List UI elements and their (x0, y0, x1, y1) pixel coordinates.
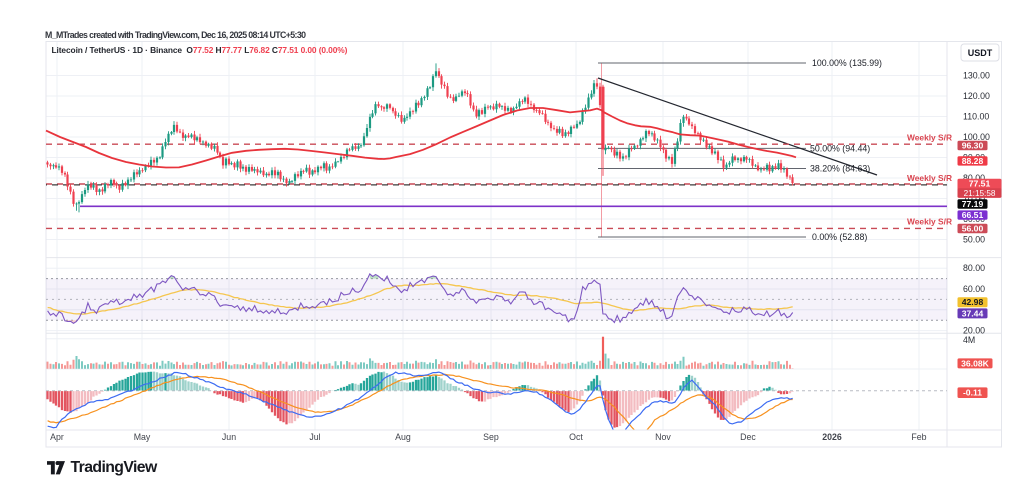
svg-text:Jun: Jun (222, 432, 236, 442)
svg-text:Weekly S/R: Weekly S/R (907, 133, 952, 143)
svg-text:Apr: Apr (50, 432, 64, 442)
svg-text:Weekly S/R: Weekly S/R (907, 217, 952, 227)
svg-text:77.51: 77.51 (969, 179, 991, 189)
svg-text:66.51: 66.51 (962, 210, 984, 220)
svg-text:100.00: 100.00 (963, 132, 990, 142)
svg-text:110.00: 110.00 (963, 112, 989, 122)
svg-text:42.98: 42.98 (962, 297, 984, 307)
svg-text:Weekly S/R: Weekly S/R (907, 173, 952, 183)
svg-text:Aug: Aug (395, 432, 411, 442)
svg-text:21:15:58: 21:15:58 (964, 189, 996, 198)
svg-text:Feb: Feb (911, 432, 926, 442)
svg-text:37.44: 37.44 (962, 308, 984, 318)
svg-text:0.00% (52.88): 0.00% (52.88) (812, 232, 867, 242)
svg-text:USDT: USDT (968, 48, 993, 58)
svg-text:120.00: 120.00 (963, 91, 990, 101)
svg-text:130.00: 130.00 (963, 71, 990, 81)
svg-text:50.00: 50.00 (963, 235, 985, 245)
svg-text:50.00% (94.44): 50.00% (94.44) (810, 143, 870, 153)
svg-text:36.08K: 36.08K (961, 358, 990, 368)
svg-text:56.00: 56.00 (962, 224, 984, 234)
svg-text:Oct: Oct (569, 432, 583, 442)
svg-text:20.00: 20.00 (963, 326, 985, 336)
svg-text:Nov: Nov (655, 432, 671, 442)
svg-text:-0.11: -0.11 (963, 388, 982, 398)
svg-text:Dec: Dec (740, 432, 756, 442)
svg-text:60.00: 60.00 (963, 284, 985, 294)
svg-text:Jul: Jul (309, 432, 320, 442)
svg-text:4M: 4M (963, 335, 975, 345)
svg-text:38.20% (84.63): 38.20% (84.63) (810, 164, 870, 174)
svg-text:88.28: 88.28 (962, 156, 984, 166)
svg-text:70.00: 70.00 (963, 194, 985, 204)
svg-text:96.30: 96.30 (962, 141, 984, 151)
svg-text:May: May (134, 432, 151, 442)
svg-text:80.00: 80.00 (963, 173, 985, 183)
svg-text:77.19: 77.19 (962, 199, 984, 209)
svg-text:80.00: 80.00 (963, 263, 985, 273)
svg-text:2026: 2026 (822, 432, 842, 442)
svg-text:100.00% (135.99): 100.00% (135.99) (812, 58, 882, 68)
svg-text:Sep: Sep (483, 432, 499, 442)
